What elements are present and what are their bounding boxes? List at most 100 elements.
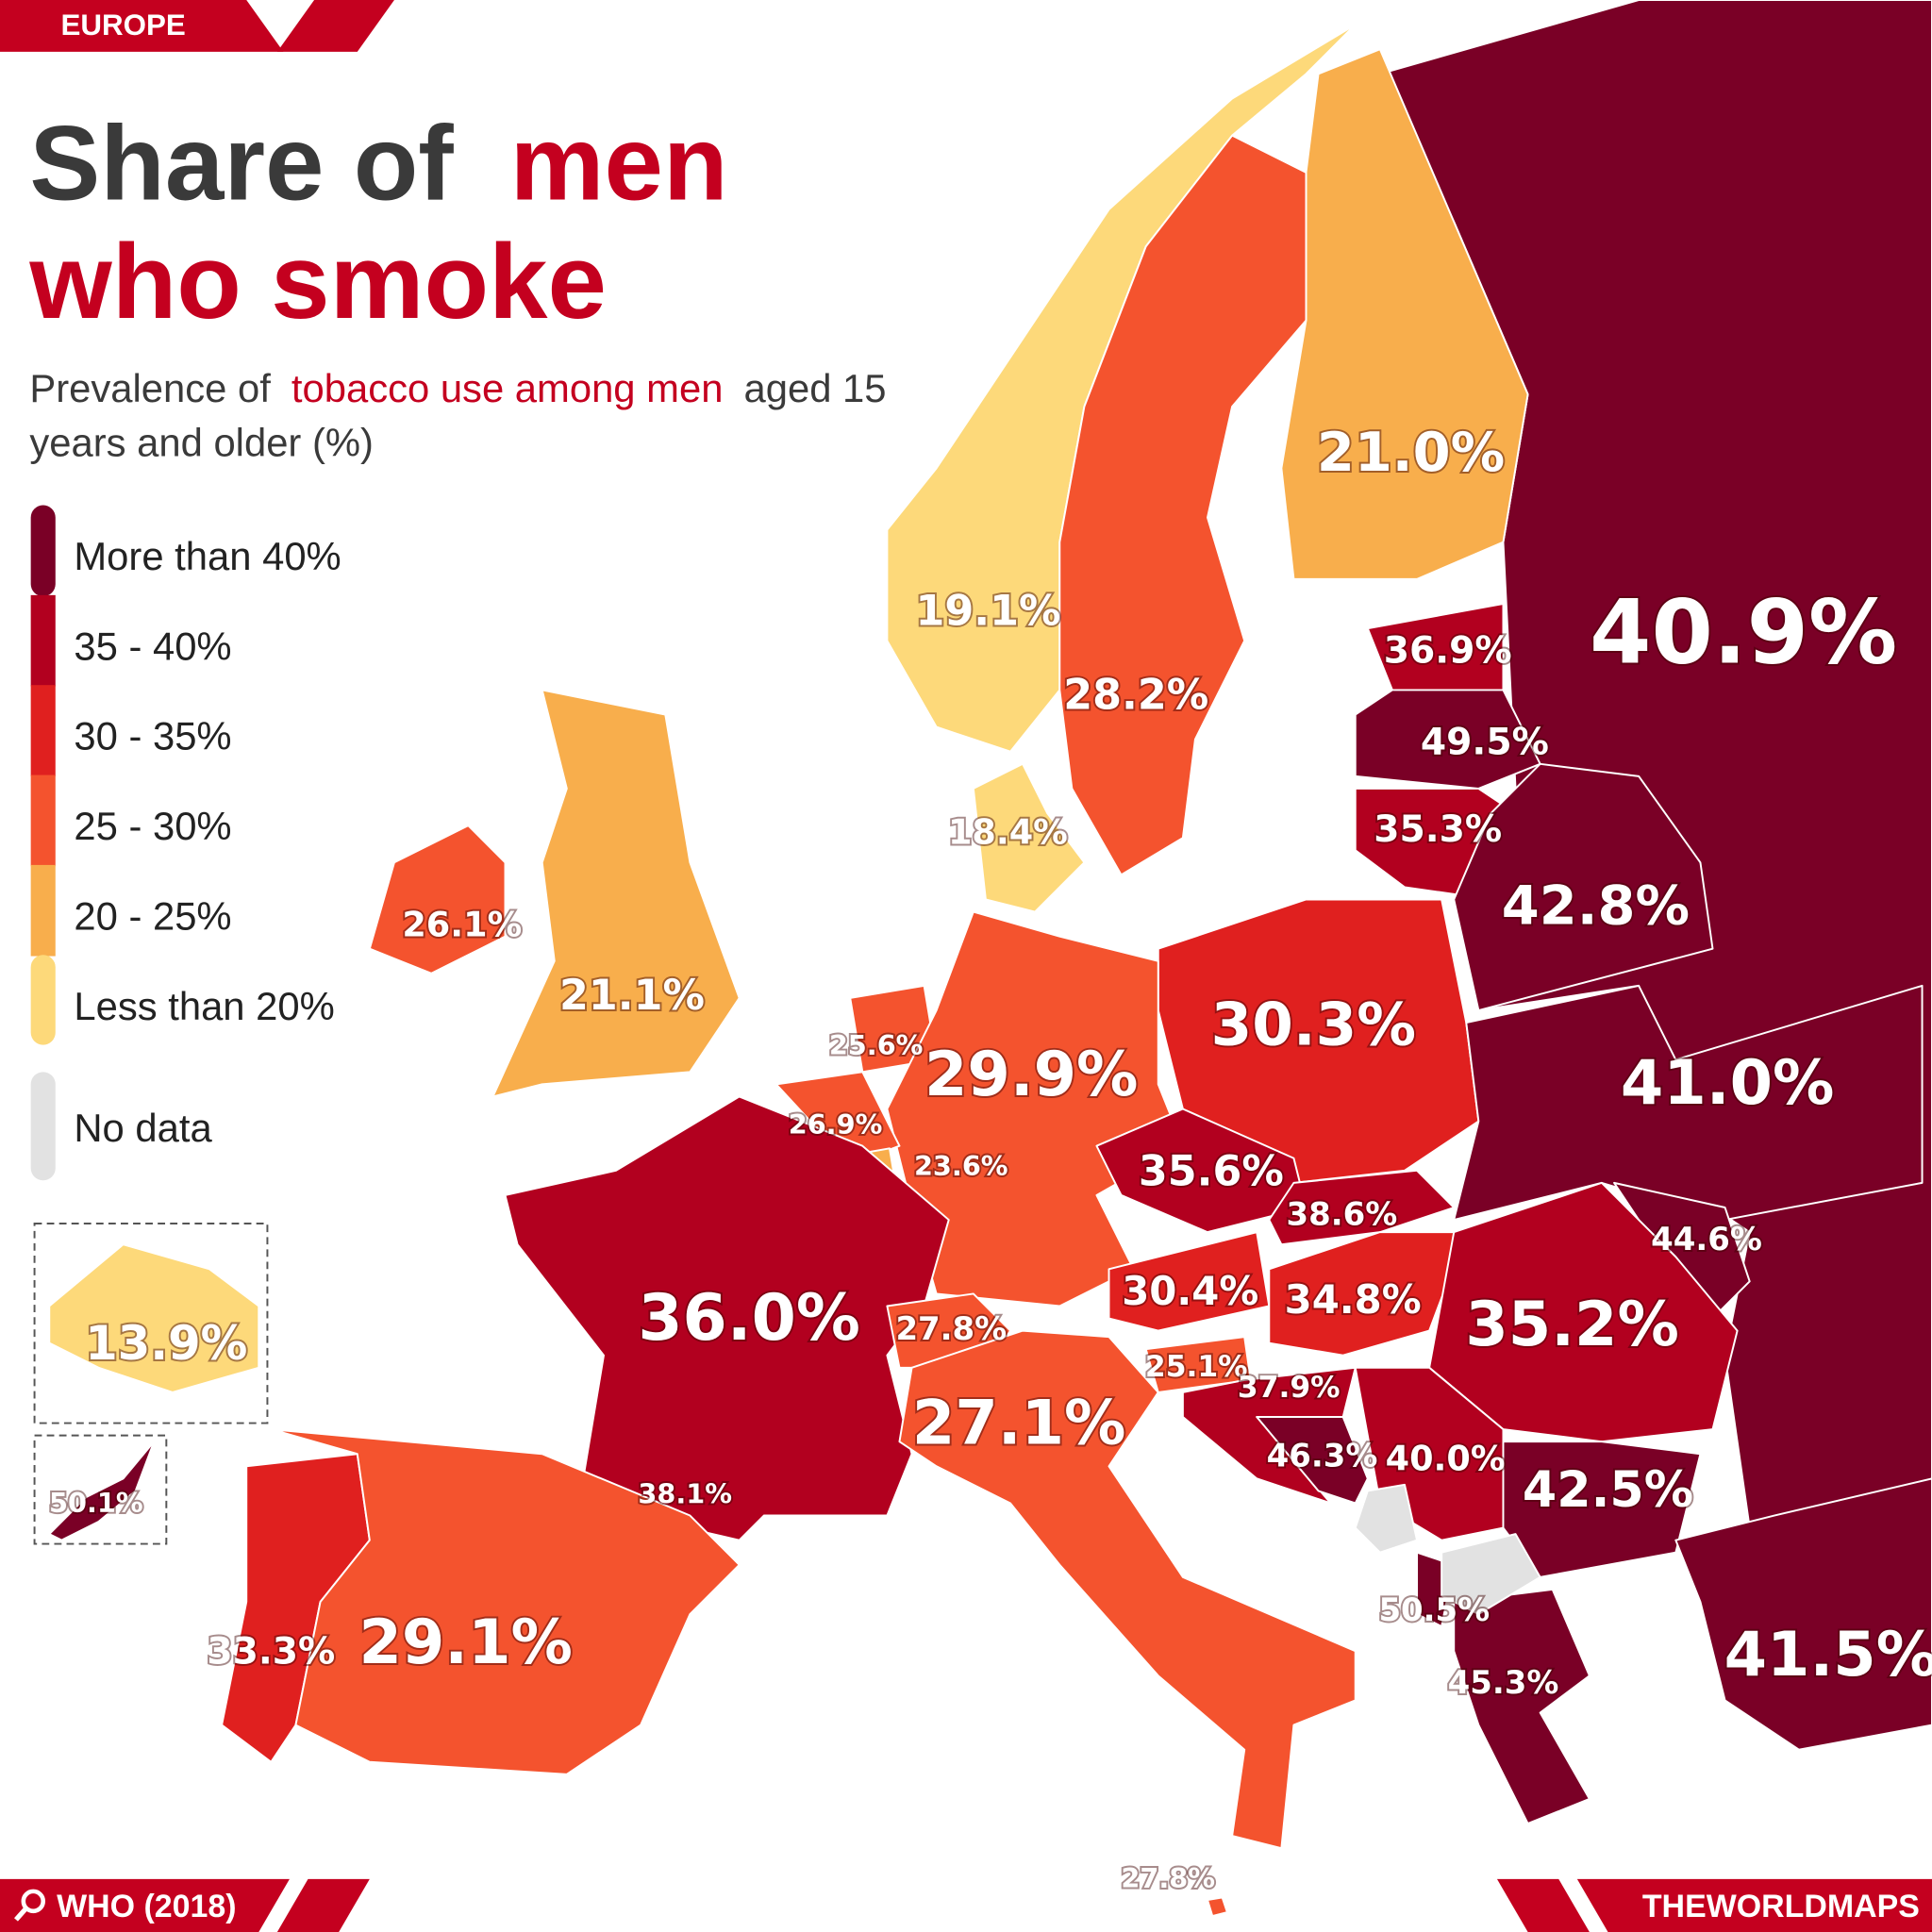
value-label: 33.3%: [207, 1630, 335, 1673]
country: [48, 1243, 260, 1393]
country: [1453, 1588, 1591, 1825]
legend-label: 20 - 25%: [74, 893, 231, 938]
footer-stripe: [1496, 1878, 1590, 1932]
value-label: 13.9%: [85, 1316, 247, 1371]
country: [1502, 1441, 1702, 1578]
country: [1108, 1231, 1271, 1332]
no-data-region: [1354, 1483, 1419, 1554]
country: [368, 824, 507, 974]
value-label: 40.0%: [1386, 1438, 1506, 1478]
country: [1157, 898, 1480, 1184]
value-label: 36.0%: [638, 1281, 860, 1356]
value-label: 27.8%: [1121, 1862, 1215, 1894]
value-label: 19.1%: [916, 587, 1061, 635]
legend-label: More than 40%: [74, 534, 341, 578]
value-label: 25.6%: [829, 1029, 924, 1061]
country: [1453, 984, 1924, 1222]
chart-title: who smoke: [28, 222, 607, 341]
value-label: 40.9%: [1590, 581, 1897, 684]
value-label: 46.3%: [1267, 1438, 1378, 1475]
value-label: 29.1%: [358, 1607, 573, 1678]
title-part: Share of: [29, 104, 454, 223]
value-label: 28.2%: [1063, 671, 1208, 719]
value-label: 23.6%: [914, 1150, 1008, 1182]
legend: More than 40% 35 - 40% 30 - 35% 25 - 30% 20 …: [30, 505, 341, 1181]
value-label: 18.4%: [948, 812, 1068, 853]
country: [270, 1428, 741, 1775]
value-label: 21.1%: [559, 972, 705, 1020]
value-label: 35.6%: [1139, 1148, 1284, 1196]
title-part: men: [510, 104, 728, 223]
country: [1453, 762, 1714, 1011]
credit: THEWORLDMAPS: [1642, 1889, 1920, 1924]
value-label: 38.1%: [638, 1478, 732, 1510]
no-data-region: [1441, 1533, 1541, 1615]
legend-swatch: [30, 774, 56, 867]
legend-swatch: [30, 955, 56, 1045]
country: [1058, 134, 1307, 876]
subtitle: years and older (%): [29, 420, 374, 464]
value-label: 38.6%: [1286, 1196, 1397, 1234]
value-label: 37.9%: [1238, 1371, 1341, 1405]
footer-band: [0, 1878, 290, 1932]
legend-swatch: [30, 685, 56, 776]
value-label: 30.3%: [1211, 991, 1416, 1059]
country: [1256, 1416, 1369, 1505]
labels: 40.9% 21.0% 19.1%28.2% 36.9% 49.5% 35.3% 18.4%…: [47, 419, 1932, 1896]
chart-title: Share of men: [29, 104, 727, 223]
source: WHO (2018): [57, 1889, 236, 1924]
country: [1207, 1896, 1228, 1917]
subtitle-part: tobacco use among men: [291, 366, 724, 410]
legend-label: Less than 20%: [74, 984, 334, 1028]
country: [48, 1441, 156, 1541]
legend-swatch: [30, 1072, 56, 1181]
country: [491, 689, 741, 1098]
value-label: 35.2%: [1465, 1289, 1679, 1360]
inset-frame: [33, 1222, 269, 1424]
value-label: 27.8%: [895, 1310, 1007, 1348]
search-icon: [14, 1907, 28, 1922]
country: [504, 1095, 950, 1541]
subtitle: Prevalence of tobacco use among men aged…: [29, 366, 886, 410]
value-label: 30.4%: [1122, 1268, 1258, 1314]
country: [1674, 1477, 1932, 1751]
legend-label: 35 - 40%: [74, 624, 231, 668]
regions: [48, 0, 1932, 1917]
region-tag: EUROPE: [60, 8, 185, 42]
value-label: 21.0%: [1317, 421, 1505, 484]
legend-label: 25 - 30%: [74, 804, 231, 848]
value-label: 26.1%: [402, 905, 522, 945]
country: [972, 762, 1086, 913]
legend-swatch: [30, 594, 56, 687]
value-label: 49.5%: [1421, 721, 1549, 763]
legend-swatch: [30, 505, 56, 597]
country: [1268, 1231, 1468, 1357]
value-label: 50.1%: [49, 1487, 143, 1519]
value-label: 41.0%: [1621, 1047, 1835, 1119]
legend-swatch: [30, 864, 56, 957]
subtitle-part: Prevalence of: [29, 366, 271, 410]
value-label: 27.1%: [912, 1388, 1126, 1459]
value-label: 44.6%: [1651, 1221, 1762, 1258]
header-stripe: [276, 0, 394, 52]
footer-stripe: [276, 1878, 370, 1932]
value-label: 34.8%: [1285, 1276, 1422, 1323]
legend-label: 30 - 35%: [74, 714, 231, 758]
value-label: 36.9%: [1384, 630, 1512, 673]
value-label: 35.3%: [1374, 808, 1502, 851]
header-band: [0, 0, 284, 52]
value-label: 41.5%: [1724, 1619, 1932, 1690]
footer-band: [1576, 1878, 1932, 1932]
value-label: 26.9%: [789, 1108, 883, 1141]
value-label: 42.5%: [1523, 1462, 1693, 1519]
subtitle-part: aged 15: [744, 366, 887, 410]
value-label: 25.1%: [1145, 1350, 1248, 1384]
legend-label: No data: [74, 1106, 212, 1150]
value-label: 50.5%: [1378, 1591, 1490, 1629]
country: [898, 1329, 1357, 1850]
inset-frame: [33, 1434, 168, 1545]
value-label: 42.8%: [1502, 874, 1690, 938]
value-label: 45.3%: [1448, 1664, 1559, 1702]
